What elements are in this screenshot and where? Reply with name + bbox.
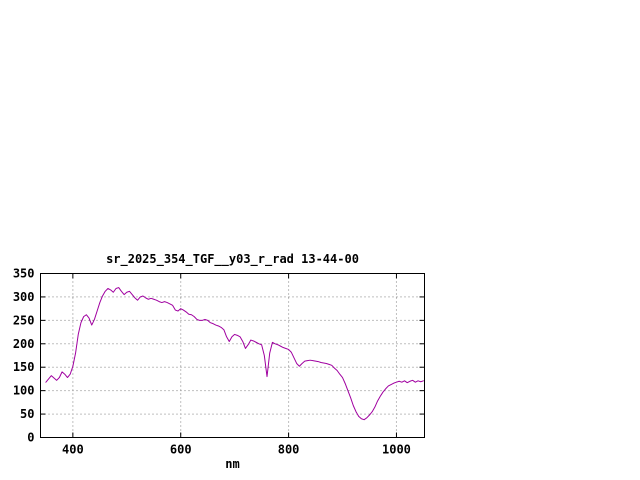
spectral-curve <box>45 287 424 421</box>
y-tick-label: 50 <box>20 407 34 421</box>
x-tick-label: 600 <box>170 443 192 457</box>
x-tick-label: 400 <box>62 443 84 457</box>
plot-border <box>40 273 425 438</box>
y-tick-label: 0 <box>27 431 34 445</box>
y-tick-label: 200 <box>13 337 35 351</box>
tick-labels: 400 600 800 1000 0 50 100 150 200 250 300 350 <box>13 267 411 457</box>
y-tick-label: 300 <box>13 290 35 304</box>
chart-title: sr_2025_354_TGF__y03_r_rad 13-44-00 <box>106 252 359 267</box>
x-axis-label: nm <box>225 457 239 471</box>
x-tick-label: 800 <box>278 443 300 457</box>
x-tick-label: 1000 <box>382 443 411 457</box>
y-tick-label: 350 <box>13 267 35 281</box>
y-tick-label: 100 <box>13 384 35 398</box>
y-tick-label: 250 <box>13 313 35 327</box>
grid-lines <box>40 273 425 438</box>
plot-area <box>45 287 424 421</box>
y-tick-label: 150 <box>13 360 35 374</box>
axis-ticks <box>40 273 425 438</box>
